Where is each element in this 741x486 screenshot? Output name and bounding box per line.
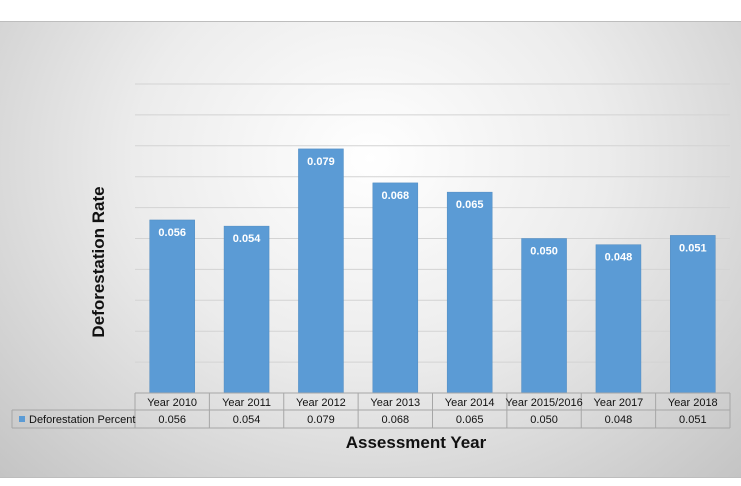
legend-label: Deforestation Percent: [29, 414, 135, 426]
bar: [223, 225, 270, 394]
table-cell: 0.068: [382, 414, 410, 426]
category-label: Year 2014: [445, 397, 495, 409]
data-label: 0.054: [233, 233, 261, 245]
category-label: Year 2015/2016: [505, 397, 582, 409]
bar-series: [149, 148, 716, 394]
bar: [446, 191, 493, 394]
table-cell: 0.054: [233, 414, 261, 426]
data-label: 0.079: [307, 156, 335, 168]
x-axis-label: Assessment Year: [346, 433, 487, 452]
bar: [372, 182, 419, 394]
category-label: Year 2010: [147, 397, 197, 409]
table-cell: 0.051: [679, 414, 707, 426]
category-label: Year 2012: [296, 397, 346, 409]
table-cell: 0.056: [158, 414, 186, 426]
bar: [298, 148, 344, 394]
category-label: Year 2018: [668, 397, 718, 409]
data-label: 0.050: [530, 246, 558, 258]
y-axis-label: Deforestation Rate: [89, 186, 108, 337]
bar: [521, 238, 567, 394]
category-label: Year 2013: [370, 397, 420, 409]
data-label: 0.051: [679, 242, 707, 254]
table-cell: 0.050: [530, 414, 558, 426]
bar: [595, 244, 642, 394]
table-cell: 0.065: [456, 414, 484, 426]
table-cell: 0.079: [307, 414, 335, 426]
bar: [670, 235, 716, 394]
data-label: 0.048: [605, 252, 633, 264]
data-label: 0.068: [382, 190, 410, 202]
bar: [149, 219, 195, 394]
category-label: Year 2017: [594, 397, 644, 409]
data-label: 0.065: [456, 199, 484, 211]
legend-swatch: [19, 416, 25, 422]
table-cell: 0.048: [605, 414, 633, 426]
data-table: Year 2010 0.056 Year 2011 0.054 Year 2012 0.0…: [11, 392, 731, 429]
data-labels: 0.056 0.054 0.079 0.068 0.065 0.050 0.048 0.051: [158, 156, 706, 264]
data-label: 0.056: [158, 227, 186, 239]
category-label: Year 2011: [222, 397, 271, 409]
